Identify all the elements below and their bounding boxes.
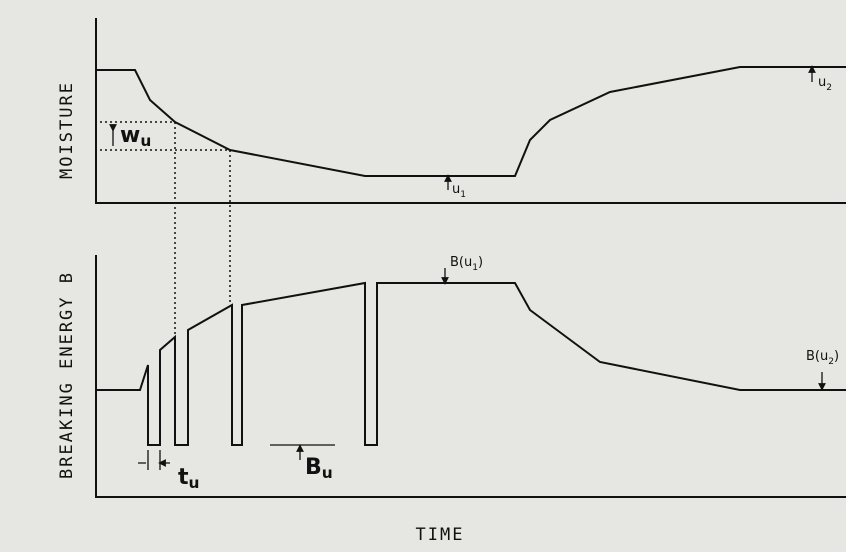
bu-marker — [270, 445, 335, 460]
annotation-base: u — [452, 182, 460, 197]
u2-label: u2 — [818, 75, 832, 93]
energy-axes — [95, 255, 846, 498]
annotation-base: B(u — [806, 349, 828, 364]
annotation-sub: 2 — [828, 357, 834, 367]
guide-lines — [100, 121, 231, 335]
annotation-end: ) — [478, 255, 483, 270]
annotation-end: ) — [834, 349, 839, 364]
moisture-label: MOISTURE — [57, 81, 77, 179]
annotation-sub: u — [189, 474, 200, 492]
annotation-sub: 2 — [826, 83, 832, 93]
bu1-label: B(u1) — [450, 255, 483, 273]
annotation-sub: 1 — [472, 263, 478, 273]
energy-label: BREAKING ENERGY B — [57, 271, 77, 479]
wu-label: wu — [120, 123, 151, 150]
bu-label: Bu — [305, 455, 333, 482]
annotation-sub: 1 — [460, 190, 466, 200]
annotation-base: B(u — [450, 255, 472, 270]
annotation-base: B — [305, 455, 322, 480]
annotation-sub: u — [140, 132, 151, 150]
annotation-base: u — [818, 75, 826, 90]
moisture-axes — [95, 18, 846, 204]
time-label: TIME — [416, 525, 465, 545]
moisture-curve — [96, 66, 846, 177]
tu-label: tu — [178, 465, 200, 492]
u1-label: u1 — [452, 182, 466, 200]
annotation-base: t — [178, 465, 189, 490]
tu-ticks — [147, 450, 161, 470]
bu2-label: B(u2) — [806, 349, 839, 367]
annotation-sub: u — [322, 464, 333, 482]
energy-curve — [96, 281, 846, 446]
annotation-base: w — [120, 123, 140, 148]
